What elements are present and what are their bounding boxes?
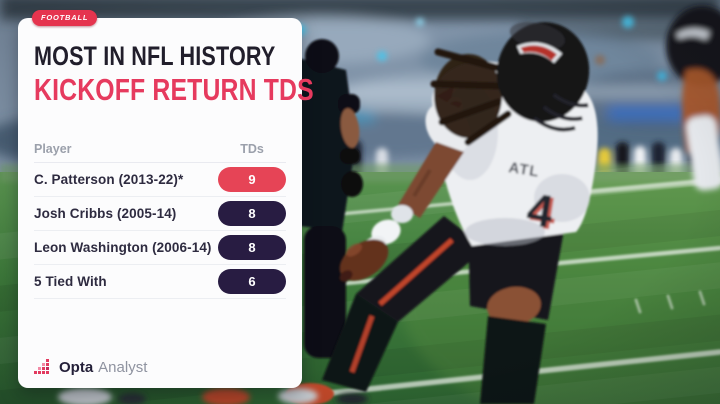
table-row: 5 Tied With 6 <box>34 265 286 300</box>
player-name: Josh Cribbs (2005-14) <box>34 206 177 222</box>
brand-suffix: Analyst <box>98 358 148 376</box>
player-name: 5 Tied With <box>34 274 107 290</box>
player-name: Leon Washington (2006-14) <box>34 240 212 256</box>
table-row: Leon Washington (2006-14) 8 <box>34 231 286 266</box>
stats-card: FOOTBALL MOST IN NFL HISTORY KICKOFF RET… <box>18 10 314 388</box>
player-name: C. Patterson (2013-22)* <box>34 172 184 188</box>
title-line2: KICKOFF RETURN TDS <box>34 72 314 108</box>
tds-column-header: TDs <box>240 142 264 157</box>
table-row: Josh Cribbs (2005-14) 8 <box>34 197 286 232</box>
tds-pill: 6 <box>218 269 286 295</box>
opta-pixel-icon <box>34 359 49 374</box>
title-line1: MOST IN NFL HISTORY <box>34 41 276 71</box>
table-header: Player TDs <box>34 132 286 164</box>
table-rows: C. Patterson (2013-22)* 9 Josh Cribbs (2… <box>34 163 286 300</box>
tds-pill: 9 <box>218 167 286 193</box>
brand-name: Opta <box>59 358 94 376</box>
opta-analyst-logo: Opta Analyst <box>34 358 147 376</box>
category-badge: FOOTBALL <box>32 10 98 26</box>
table-row: C. Patterson (2013-22)* 9 <box>34 163 286 198</box>
tds-pill: 8 <box>218 201 286 227</box>
tds-pill: 8 <box>218 235 286 261</box>
player-column-header: Player <box>34 142 72 157</box>
